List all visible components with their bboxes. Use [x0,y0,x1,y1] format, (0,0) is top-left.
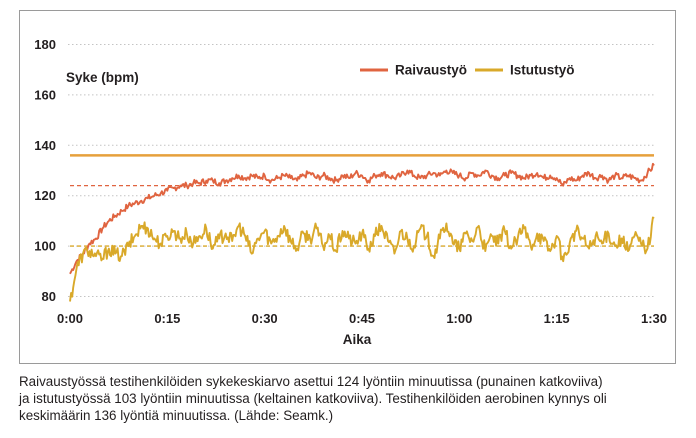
y-axis-ticks: 80 100 120 140 160 180 [34,37,56,304]
chart-frame: 80 100 120 140 160 180 0:00 0:15 0:30 0:45 1:00 1:… [19,10,676,364]
series-line-raivaustyo [69,162,655,275]
x-axis-ticks: 0:00 0:15 0:30 0:45 1:00 1:15 1:30 [57,311,667,326]
series-lines [69,162,655,302]
caption-line-1: Raivaustyössä testihenkilöiden sykekeski… [19,374,603,389]
y-tick-label-100: 100 [34,239,56,254]
series-line-istutustyo [69,216,655,302]
y-tick-label-180: 180 [34,37,56,52]
x-tick-label-5: 1:15 [544,311,570,326]
x-tick-label-4: 1:00 [446,311,472,326]
reference-lines [70,154,654,247]
x-tick-label-0: 0:00 [57,311,83,326]
grid-lines [68,44,654,297]
y-tick-label-160: 160 [34,87,56,102]
legend: Raivaustyö Istutustyö [360,63,575,78]
y-tick-label-140: 140 [34,138,56,153]
x-tick-label-1: 0:15 [154,311,180,326]
x-tick-label-3: 0:45 [349,311,375,326]
x-axis-label: Aika [343,332,372,347]
legend-label-1: Istutustyö [510,63,575,78]
caption-line-3: keskimäärin 136 lyöntiä minuutissa. (Läh… [19,408,334,423]
heart-rate-chart: 80 100 120 140 160 180 0:00 0:15 0:30 0:45 1:00 1:… [34,37,667,347]
caption-line-2: ja istutustyössä 103 lyöntiin minuutissa… [19,391,607,406]
y-tick-label-120: 120 [34,188,56,203]
x-tick-label-6: 1:30 [641,311,667,326]
legend-label-0: Raivaustyö [395,63,467,78]
y-tick-label-80: 80 [42,289,56,304]
x-tick-label-2: 0:30 [252,311,278,326]
y-axis-label: Syke (bpm) [66,70,139,85]
figure-caption: Raivaustyössä testihenkilöiden sykekeski… [19,373,689,424]
